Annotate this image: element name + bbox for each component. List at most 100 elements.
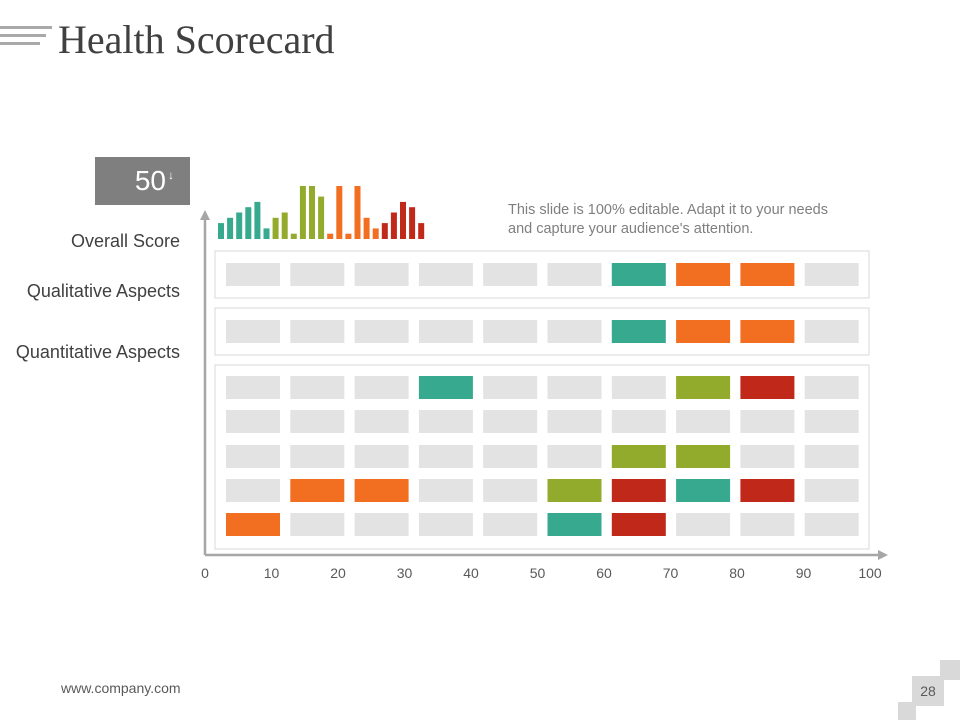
cell-quantitative-r6-c8: [740, 513, 795, 536]
cell-quantitative-r2-c0: [226, 376, 280, 399]
mini-bar-olive-2: [290, 233, 297, 239]
mini-bar-red-2: [400, 201, 406, 239]
cell-quantitative-r5-c2: [354, 479, 409, 502]
cell-quantitative-r3-c9: [804, 410, 859, 433]
mini-bar-red-1: [390, 212, 397, 239]
cell-quantitative-r6-c1: [290, 513, 345, 536]
cell-quantitative-r2-c1: [290, 376, 345, 399]
cell-qualitative-r1-c9: [804, 320, 859, 343]
cell-qualitative-r1-c8: [740, 320, 795, 343]
mini-bar-teal-5: [263, 228, 270, 239]
mini-bar-red-4: [418, 223, 425, 239]
cell-quantitative-r6-c5: [547, 513, 602, 536]
cell-overall-r0-c3: [418, 263, 473, 286]
cell-quantitative-r3-c6: [611, 410, 666, 433]
cell-quantitative-r3-c3: [418, 410, 473, 433]
cell-quantitative-r4-c9: [804, 445, 859, 468]
mini-bar-olive-1: [281, 212, 288, 239]
row-label-qualitative: Qualitative Aspects: [26, 281, 180, 301]
mini-bar-teal-1: [227, 217, 234, 239]
mini-bar-orange-5: [372, 228, 379, 239]
score-value: 50: [134, 165, 166, 196]
cell-quantitative-r2-c5: [547, 376, 602, 399]
y-axis-arrow-icon: [200, 210, 210, 220]
cell-quantitative-r6-c9: [804, 513, 859, 536]
x-axis-arrow-icon: [878, 550, 888, 560]
cell-quantitative-r4-c0: [226, 445, 280, 468]
cell-quantitative-r5-c8: [740, 479, 795, 502]
cell-qualitative-r1-c1: [290, 320, 345, 343]
mini-bar-red-3: [409, 207, 416, 239]
cell-quantitative-r5-c1: [290, 479, 345, 502]
cell-quantitative-r5-c5: [547, 479, 602, 502]
cell-quantitative-r2-c7: [676, 376, 731, 399]
cell-overall-r0-c5: [547, 263, 602, 286]
cell-qualitative-r1-c5: [547, 320, 602, 343]
cell-overall-r0-c8: [740, 263, 795, 286]
cell-overall-r0-c0: [226, 263, 280, 286]
decor-square: [898, 702, 916, 720]
cell-quantitative-r3-c4: [483, 410, 538, 433]
x-tick-label: 90: [796, 565, 812, 581]
mini-bar-orange-3: [354, 186, 361, 239]
mini-bar-olive-4: [309, 186, 315, 239]
cell-qualitative-r1-c2: [354, 320, 409, 343]
cell-qualitative-r1-c3: [418, 320, 473, 343]
cell-quantitative-r5-c7: [676, 479, 731, 502]
cell-quantitative-r3-c2: [354, 410, 409, 433]
x-tick-label: 80: [729, 565, 745, 581]
cell-qualitative-r1-c7: [676, 320, 731, 343]
score-badge: 50 ↓: [95, 157, 190, 205]
cell-qualitative-r1-c6: [611, 320, 666, 343]
cell-quantitative-r3-c7: [676, 410, 731, 433]
editable-note: This slide is 100% editable. Adapt it to…: [508, 202, 828, 237]
title-decoration-lines: [0, 26, 52, 50]
row-label-overall: Overall Score: [70, 231, 180, 251]
x-tick-label: 30: [397, 565, 413, 581]
mini-bar-teal-3: [245, 207, 252, 239]
x-tick-label: 100: [858, 565, 882, 581]
cell-quantitative-r6-c0: [226, 513, 280, 536]
cell-quantitative-r5-c6: [611, 479, 666, 502]
cell-overall-r0-c2: [354, 263, 409, 286]
x-tick-label: 50: [530, 565, 546, 581]
cell-qualitative-r1-c0: [226, 320, 280, 343]
cell-overall-r0-c6: [611, 263, 666, 286]
cell-quantitative-r2-c6: [611, 376, 666, 399]
x-tick-label: 40: [463, 565, 479, 581]
x-tick-label: 70: [663, 565, 679, 581]
mini-bar-orange-1: [336, 186, 343, 239]
cell-quantitative-r3-c1: [290, 410, 345, 433]
cell-quantitative-r4-c8: [740, 445, 795, 468]
cell-overall-r0-c1: [290, 263, 345, 286]
decor-square: [940, 660, 960, 680]
x-tick-label: 0: [201, 565, 209, 581]
cell-quantitative-r5-c0: [226, 479, 280, 502]
cell-quantitative-r2-c8: [740, 376, 795, 399]
cell-quantitative-r6-c3: [418, 513, 473, 536]
cell-quantitative-r2-c3: [418, 376, 473, 399]
cell-qualitative-r1-c4: [483, 320, 538, 343]
mini-bar-teal-2: [236, 212, 243, 239]
mini-bar-olive-5: [318, 196, 325, 239]
cell-quantitative-r4-c5: [547, 445, 602, 468]
cell-quantitative-r4-c4: [483, 445, 538, 468]
cell-quantitative-r4-c3: [418, 445, 473, 468]
down-arrow-icon: ↓: [168, 168, 174, 182]
cell-quantitative-r3-c8: [740, 410, 795, 433]
cell-quantitative-r6-c6: [611, 513, 666, 536]
cell-overall-r0-c4: [483, 263, 538, 286]
cell-quantitative-r4-c1: [290, 445, 345, 468]
cell-quantitative-r3-c5: [547, 410, 602, 433]
slide-title: Health Scorecard: [58, 17, 335, 62]
cell-quantitative-r2-c2: [354, 376, 409, 399]
mini-bar-teal-4: [254, 201, 261, 239]
cell-overall-r0-c9: [804, 263, 859, 286]
mini-bar-orange-4: [363, 217, 370, 239]
row-label-quantitative: Quantitative Aspects: [15, 342, 180, 362]
mini-bar-red-0: [381, 223, 388, 239]
cell-quantitative-r2-c4: [483, 376, 538, 399]
cell-quantitative-r6-c2: [354, 513, 409, 536]
cell-quantitative-r5-c4: [483, 479, 538, 502]
cell-overall-r0-c7: [676, 263, 731, 286]
